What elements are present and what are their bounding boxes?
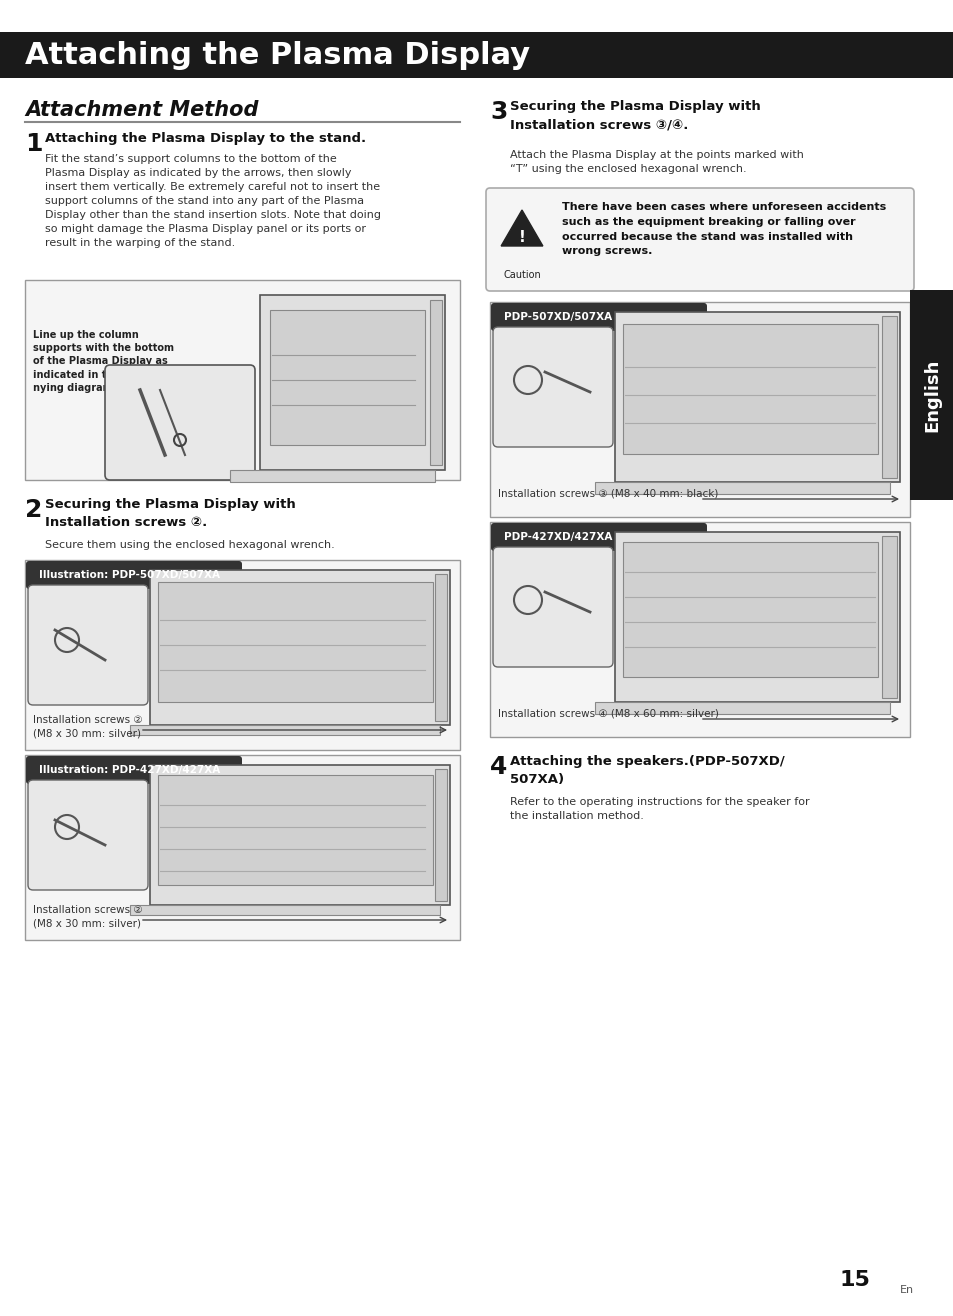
Text: Refer to the operating instructions for the speaker for
the installation method.: Refer to the operating instructions for … [510, 797, 809, 821]
Text: Securing the Plasma Display with
Installation screws ③/④.: Securing the Plasma Display with Install… [510, 100, 760, 132]
Bar [230, 470, 435, 482]
Bar [615, 312, 899, 482]
Text: English: English [923, 358, 940, 432]
Text: 1: 1 [25, 132, 43, 157]
Text: Installation screws ③ (M8 x 40 mm: black): Installation screws ③ (M8 x 40 mm: black… [497, 490, 718, 499]
Bar [435, 769, 447, 901]
Bar [490, 301, 909, 517]
Bar [130, 905, 439, 915]
Bar [150, 765, 450, 905]
Text: Caution: Caution [502, 270, 540, 280]
FancyBboxPatch shape [485, 188, 913, 291]
Bar [0, 32, 953, 78]
FancyBboxPatch shape [105, 365, 254, 480]
FancyBboxPatch shape [491, 303, 706, 332]
Bar [882, 536, 896, 697]
Bar [622, 542, 877, 676]
Text: Attachment Method: Attachment Method [25, 100, 258, 120]
Text: Fit the stand’s support columns to the bottom of the
Plasma Display as indicated: Fit the stand’s support columns to the b… [45, 154, 380, 247]
Text: 3: 3 [490, 100, 507, 124]
Bar [270, 311, 424, 445]
Bar [430, 300, 441, 465]
Bar [909, 290, 953, 500]
Text: PDP-507XD/507XA: PDP-507XD/507XA [503, 312, 612, 322]
FancyBboxPatch shape [493, 547, 613, 667]
FancyBboxPatch shape [26, 755, 242, 784]
Text: Installation screws ②
(M8 x 30 mm: silver): Installation screws ② (M8 x 30 mm: silve… [33, 715, 143, 738]
Bar [595, 482, 889, 494]
Text: Installation screws ②
(M8 x 30 mm: silver): Installation screws ② (M8 x 30 mm: silve… [33, 905, 143, 928]
Bar [150, 570, 450, 725]
Text: Illustration: PDP-507XD/507XA: Illustration: PDP-507XD/507XA [39, 570, 220, 580]
Bar [882, 316, 896, 478]
FancyBboxPatch shape [491, 522, 706, 551]
Text: There have been cases where unforeseen accidents
such as the equipment breaking : There have been cases where unforeseen a… [561, 201, 885, 257]
Polygon shape [500, 211, 542, 246]
Text: !: ! [518, 230, 525, 246]
Bar [595, 701, 889, 715]
Text: Attach the Plasma Display at the points marked with
“T” using the enclosed hexag: Attach the Plasma Display at the points … [510, 150, 803, 174]
Text: Attaching the Plasma Display to the stand.: Attaching the Plasma Display to the stan… [45, 132, 366, 145]
FancyBboxPatch shape [28, 780, 148, 890]
Bar [490, 522, 909, 737]
FancyBboxPatch shape [493, 326, 613, 447]
Text: 2: 2 [25, 497, 42, 522]
Text: PDP-427XD/427XA: PDP-427XD/427XA [503, 532, 612, 542]
Bar [25, 280, 459, 480]
FancyBboxPatch shape [28, 586, 148, 705]
Bar [435, 574, 447, 721]
Text: Secure them using the enclosed hexagonal wrench.: Secure them using the enclosed hexagonal… [45, 540, 335, 550]
Bar [260, 295, 444, 470]
Text: Securing the Plasma Display with
Installation screws ②.: Securing the Plasma Display with Install… [45, 497, 295, 529]
Bar [615, 532, 899, 701]
Text: Line up the column
supports with the bottom
of the Plasma Display as
indicated i: Line up the column supports with the bot… [33, 330, 175, 392]
Bar [130, 725, 439, 736]
Bar [158, 775, 433, 884]
Bar [622, 324, 877, 454]
Text: Installation screws ④ (M8 x 60 mm: silver): Installation screws ④ (M8 x 60 mm: silve… [497, 709, 719, 719]
Text: 15: 15 [839, 1270, 869, 1290]
FancyBboxPatch shape [26, 561, 242, 590]
Bar [25, 755, 459, 940]
Bar [25, 561, 459, 750]
Text: Attaching the speakers.(PDP-507XD/
507XA): Attaching the speakers.(PDP-507XD/ 507XA… [510, 755, 784, 786]
Text: Illustration: PDP-427XD/427XA: Illustration: PDP-427XD/427XA [39, 765, 220, 775]
Text: En: En [899, 1284, 913, 1295]
Text: Attaching the Plasma Display: Attaching the Plasma Display [25, 41, 530, 70]
Bar [158, 582, 433, 701]
Text: 4: 4 [490, 755, 507, 779]
